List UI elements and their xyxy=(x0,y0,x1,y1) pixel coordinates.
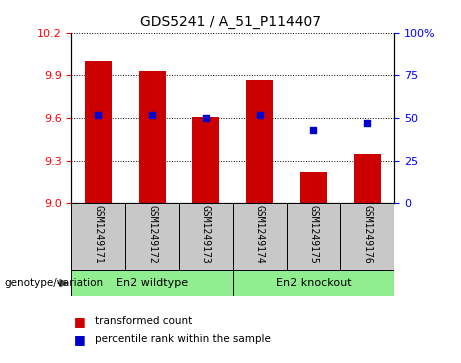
Text: GDS5241 / A_51_P114407: GDS5241 / A_51_P114407 xyxy=(140,15,321,29)
Point xyxy=(148,112,156,118)
Text: GSM1249172: GSM1249172 xyxy=(147,205,157,264)
Text: ■: ■ xyxy=(74,315,85,328)
Text: En2 wildtype: En2 wildtype xyxy=(116,278,188,288)
Point xyxy=(364,120,371,126)
Text: transformed count: transformed count xyxy=(95,316,192,326)
Text: GSM1249176: GSM1249176 xyxy=(362,205,372,264)
Bar xyxy=(71,270,233,296)
Bar xyxy=(179,203,233,270)
Point xyxy=(256,112,263,118)
Bar xyxy=(233,270,394,296)
Bar xyxy=(340,203,394,270)
Text: En2 knockout: En2 knockout xyxy=(276,278,351,288)
Text: GSM1249174: GSM1249174 xyxy=(254,205,265,264)
Point xyxy=(202,115,210,121)
Text: percentile rank within the sample: percentile rank within the sample xyxy=(95,334,271,344)
Bar xyxy=(287,203,340,270)
Bar xyxy=(233,203,287,270)
Text: genotype/variation: genotype/variation xyxy=(5,278,104,288)
Bar xyxy=(139,71,165,203)
Bar xyxy=(85,61,112,203)
Text: GSM1249175: GSM1249175 xyxy=(308,205,319,264)
Bar xyxy=(300,172,327,203)
Text: GSM1249173: GSM1249173 xyxy=(201,205,211,264)
Bar xyxy=(71,203,125,270)
Point xyxy=(95,112,102,118)
Bar xyxy=(246,79,273,203)
Bar xyxy=(354,154,381,203)
Point xyxy=(310,127,317,133)
Bar xyxy=(125,203,179,270)
Text: ■: ■ xyxy=(74,333,85,346)
Bar xyxy=(193,117,219,203)
Text: GSM1249171: GSM1249171 xyxy=(93,205,103,264)
